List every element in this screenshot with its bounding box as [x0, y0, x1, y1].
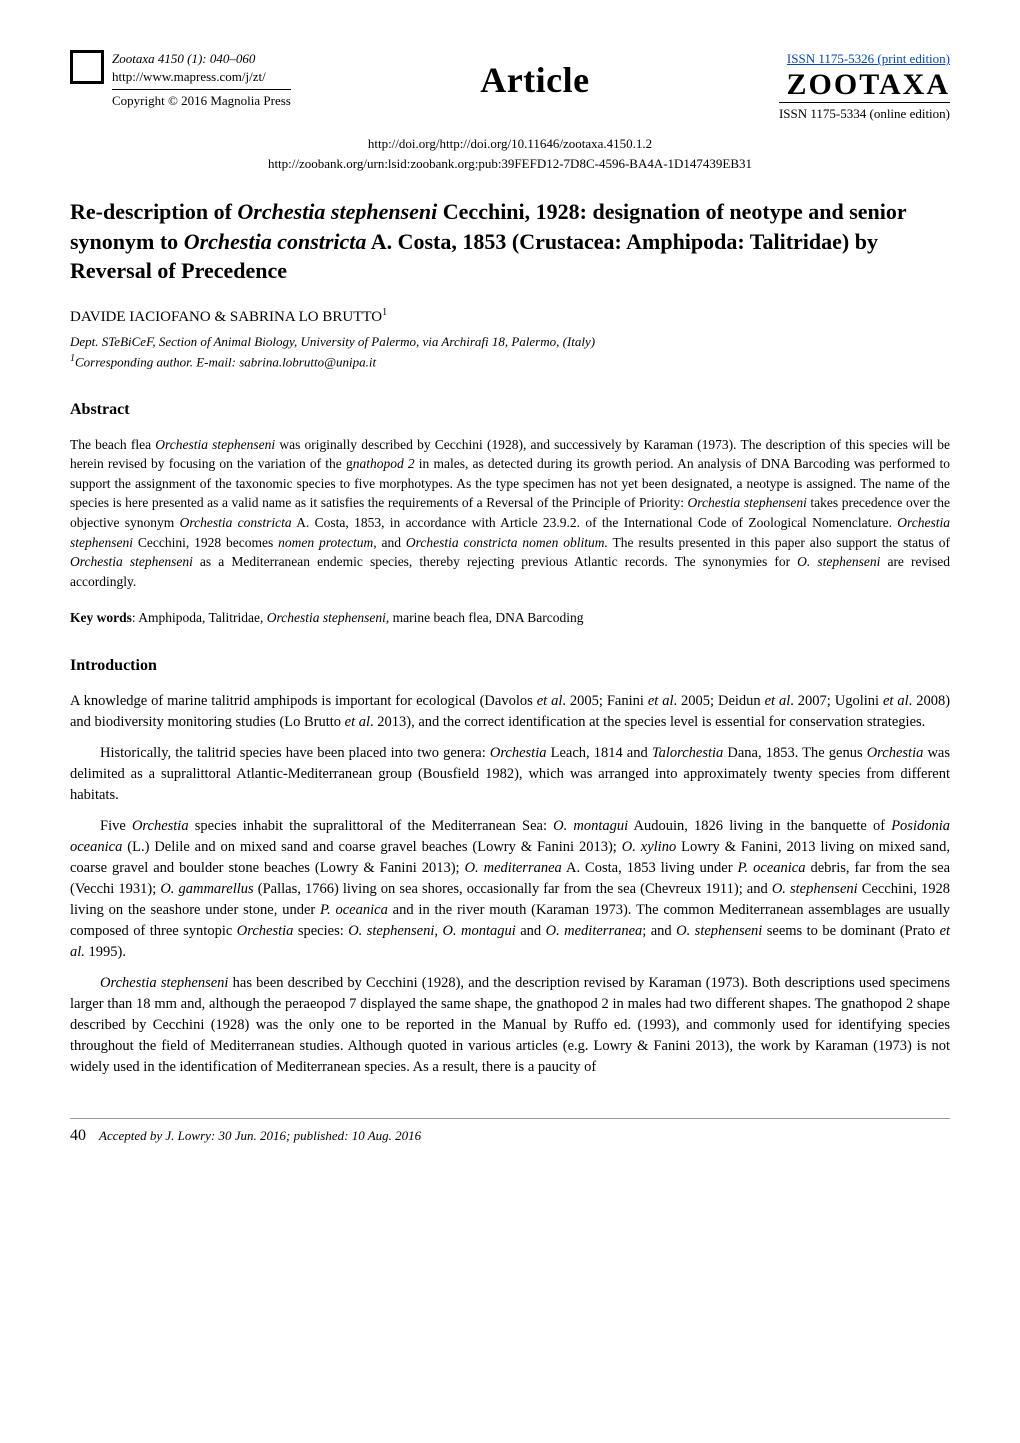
article-title: Re-description of Orchestia stephenseni … — [70, 197, 950, 286]
i3-t2: species inhabit the supralittoral of the… — [189, 818, 554, 834]
authors-names: DAVIDE IACIOFANO & SABRINA LO BRUTTO — [70, 309, 382, 325]
journal-header: Zootaxa 4150 (1): 040–060 http://www.map… — [70, 50, 950, 122]
i3-t14: ; and — [642, 923, 676, 939]
i3-i12: O. montagui — [442, 923, 515, 939]
intro-paragraph-3: Five Orchestia species inhabit the supra… — [70, 816, 950, 963]
i1-t1: A knowledge of marine talitrid amphipods… — [70, 693, 537, 709]
i1-i2: et al — [648, 693, 674, 709]
title-taxon-1: Orchestia stephenseni — [237, 199, 437, 224]
header-left: Zootaxa 4150 (1): 040–060 http://www.map… — [70, 50, 291, 112]
i3-i14: O. stephenseni — [676, 923, 762, 939]
i3-t3: Audouin, 1826 living in the banquette of — [628, 818, 891, 834]
page-number: 40 — [70, 1127, 86, 1144]
i3-i9: P. oceanica — [320, 902, 388, 918]
abs-t-5: Cecchini, 1928 becomes — [133, 535, 278, 550]
doi-block: http://doi.org/http://doi.org/10.11646/z… — [70, 134, 950, 173]
abs-i-7: Orchestia stephenseni — [70, 554, 193, 569]
keywords-label: Key words — [70, 610, 132, 625]
abstract-paragraph: The beach flea Orchestia stephenseni was… — [70, 435, 950, 592]
i1-t4: . 2007; Ugolini — [790, 693, 883, 709]
i3-t11: species: — [293, 923, 348, 939]
accepted-line: Accepted by J. Lowry: 30 Jun. 2016; publ… — [99, 1128, 421, 1143]
i1-i4: et al — [883, 693, 909, 709]
i3-t15: seems to be dominant (Prato — [762, 923, 939, 939]
i3-i13: O. mediterranea — [546, 923, 643, 939]
affiliation-line-1: Dept. STeBiCeF, Section of Animal Biolog… — [70, 333, 950, 351]
publisher-logo-icon — [70, 50, 104, 84]
i2-i2: Talorchestia — [652, 745, 723, 761]
journal-info-block: Zootaxa 4150 (1): 040–060 http://www.map… — [112, 50, 291, 112]
i3-t1: Five — [100, 818, 132, 834]
header-right: ISSN 1175-5326 (print edition) ZOOTAXA I… — [779, 50, 950, 122]
i3-i7: O. gammarellus — [160, 881, 253, 897]
corresponding-text: Corresponding author. E-mail: sabrina.lo… — [75, 354, 376, 369]
authors-sup: 1 — [382, 307, 387, 318]
i2-i3: Orchestia — [867, 745, 924, 761]
intro-paragraph-1: A knowledge of marine talitrid amphipods… — [70, 691, 950, 733]
i1-i1: et al — [537, 693, 563, 709]
i2-t2: Leach, 1814 and — [547, 745, 652, 761]
affiliation-line-2: 1Corresponding author. E-mail: sabrina.l… — [70, 352, 950, 372]
i3-t6: A. Costa, 1853 living under — [562, 860, 738, 876]
journal-logo-text: ZOOTAXA — [779, 70, 950, 100]
i3-t8: (Pallas, 1766) living on sea shores, occ… — [254, 881, 772, 897]
i1-t2: . 2005; Fanini — [562, 693, 647, 709]
article-type-label: Article — [480, 56, 589, 105]
i2-t3: Dana, 1853. The genus — [723, 745, 866, 761]
i4-i1: Orchestia stephenseni — [100, 975, 228, 991]
abs-i-2: Orchestia stephenseni — [688, 495, 807, 510]
journal-url: http://www.mapress.com/j/zt/ — [112, 68, 291, 86]
i3-i1: Orchestia — [132, 818, 189, 834]
page-footer: 40 Accepted by J. Lowry: 30 Jun. 2016; p… — [70, 1118, 950, 1147]
i1-t3: . 2005; Deidun — [674, 693, 765, 709]
i2-i1: Orchestia — [490, 745, 547, 761]
journal-reference: Zootaxa 4150 (1): 040–060 — [112, 50, 291, 68]
abs-i-6: Orchestia constricta nomen oblitum. — [406, 535, 608, 550]
abs-i-5: nomen protectum — [278, 535, 373, 550]
copyright-line: Copyright © 2016 Magnolia Press — [112, 89, 291, 110]
doi-line-1: http://doi.org/http://doi.org/10.11646/z… — [70, 134, 950, 154]
i3-t13: and — [516, 923, 546, 939]
i3-i4: O. xylino — [622, 839, 676, 855]
issn-online: ISSN 1175-5334 (online edition) — [779, 102, 950, 123]
abs-i-8: O. stephenseni — [797, 554, 880, 569]
i1-i5: et al — [345, 714, 370, 730]
keywords-text-1: : Amphipoda, Talitridae, — [132, 610, 267, 625]
affiliation-block: Dept. STeBiCeF, Section of Animal Biolog… — [70, 333, 950, 371]
abs-i-1: Orchestia stephenseni — [155, 437, 275, 452]
introduction-heading: Introduction — [70, 655, 950, 677]
abs-i-1b: nathopod 2 — [353, 456, 415, 471]
keywords-taxon: Orchestia stephenseni — [267, 610, 386, 625]
i3-i8: O. stephenseni — [772, 881, 858, 897]
abs-t-6: , and — [373, 535, 406, 550]
i3-i11: O. stephenseni — [348, 923, 434, 939]
i3-i5: O. mediterranea — [465, 860, 562, 876]
abs-t-7: The results presented in this paper also… — [608, 535, 950, 550]
abstract-heading: Abstract — [70, 399, 950, 421]
intro-paragraph-2: Historically, the talitrid species have … — [70, 743, 950, 806]
abs-t-1: The beach flea — [70, 437, 155, 452]
authors-line: DAVIDE IACIOFANO & SABRINA LO BRUTTO1 — [70, 306, 950, 327]
abs-t-4: A. Costa, 1853, in accordance with Artic… — [292, 515, 898, 530]
intro-paragraph-4: Orchestia stephenseni has been described… — [70, 973, 950, 1078]
title-taxon-2: Orchestia constricta — [184, 229, 367, 254]
i3-i2: O. montagui — [553, 818, 628, 834]
i3-t4: (L.) Delile and on mixed sand and coarse… — [122, 839, 621, 855]
i3-i10: Orchestia — [237, 923, 294, 939]
i1-t6: . 2013), and the correct identification … — [370, 714, 925, 730]
title-text-1: Re-description of — [70, 199, 237, 224]
doi-line-2: http://zoobank.org/urn:lsid:zoobank.org:… — [70, 154, 950, 174]
footer-left: 40 Accepted by J. Lowry: 30 Jun. 2016; p… — [70, 1125, 421, 1147]
keywords-line: Key words: Amphipoda, Talitridae, Orches… — [70, 609, 950, 627]
i1-i3: et al — [765, 693, 791, 709]
abs-i-3: Orchestia constricta — [180, 515, 292, 530]
issn-print: ISSN 1175-5326 (print edition) — [779, 50, 950, 68]
abs-t-8: as a Mediterranean endemic species, ther… — [193, 554, 797, 569]
keywords-text-2: , marine beach flea, DNA Barcoding — [386, 610, 584, 625]
i3-t16: 1995). — [85, 944, 126, 960]
i2-t1: Historically, the talitrid species have … — [100, 745, 490, 761]
i3-i6: P. oceanica — [738, 860, 806, 876]
